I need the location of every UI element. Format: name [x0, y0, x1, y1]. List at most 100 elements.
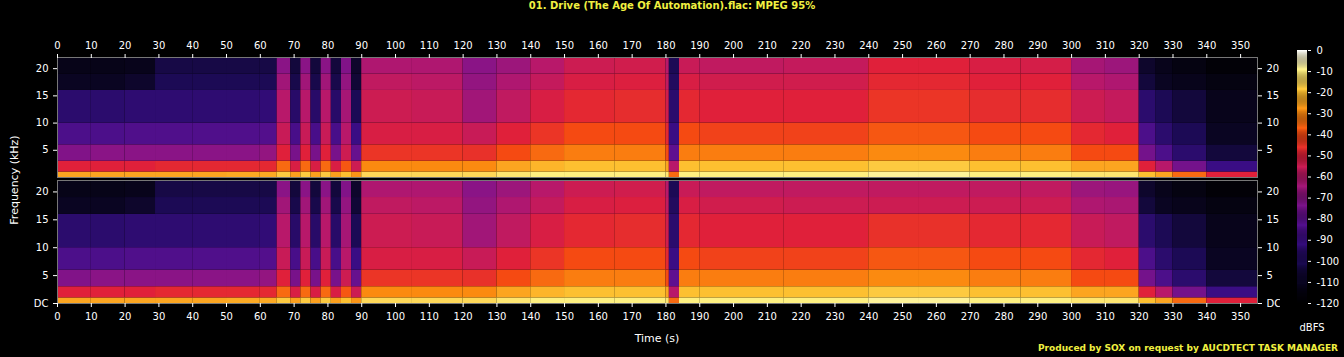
svg-text:200: 200 [724, 40, 743, 51]
svg-text:350: 350 [1231, 40, 1250, 51]
svg-text:160: 160 [589, 311, 608, 322]
svg-text:90: 90 [355, 311, 368, 322]
svg-text:-20: -20 [1317, 87, 1333, 98]
svg-text:340: 340 [1197, 311, 1216, 322]
svg-text:130: 130 [487, 311, 506, 322]
svg-text:270: 270 [961, 40, 980, 51]
svg-text:10: 10 [85, 311, 98, 322]
svg-text:290: 290 [1028, 311, 1047, 322]
svg-text:280: 280 [994, 40, 1013, 51]
svg-text:140: 140 [521, 311, 540, 322]
svg-text:130: 130 [487, 40, 506, 51]
svg-text:60: 60 [254, 311, 267, 322]
svg-text:30: 30 [153, 311, 166, 322]
svg-text:10: 10 [85, 40, 98, 51]
svg-text:20: 20 [119, 311, 132, 322]
svg-text:150: 150 [555, 311, 574, 322]
svg-text:340: 340 [1197, 40, 1216, 51]
svg-text:250: 250 [893, 40, 912, 51]
svg-text:110: 110 [420, 311, 439, 322]
svg-text:DC: DC [34, 298, 49, 309]
svg-text:320: 320 [1130, 40, 1149, 51]
svg-text:210: 210 [758, 311, 777, 322]
svg-text:180: 180 [656, 40, 675, 51]
svg-text:330: 330 [1163, 40, 1182, 51]
svg-text:150: 150 [555, 40, 574, 51]
svg-text:270: 270 [961, 311, 980, 322]
svg-text:260: 260 [927, 40, 946, 51]
svg-text:5: 5 [42, 270, 48, 281]
svg-text:320: 320 [1130, 311, 1149, 322]
svg-text:20: 20 [36, 63, 49, 74]
svg-text:70: 70 [288, 40, 301, 51]
svg-text:15: 15 [36, 214, 49, 225]
svg-text:40: 40 [186, 40, 199, 51]
svg-text:260: 260 [927, 311, 946, 322]
svg-text:170: 170 [623, 40, 642, 51]
svg-text:80: 80 [322, 40, 335, 51]
svg-text:70: 70 [288, 311, 301, 322]
svg-text:40: 40 [186, 311, 199, 322]
svg-text:-50: -50 [1317, 150, 1333, 161]
svg-text:160: 160 [589, 40, 608, 51]
svg-text:330: 330 [1163, 311, 1182, 322]
svg-text:220: 220 [792, 311, 811, 322]
svg-text:5: 5 [1267, 144, 1273, 155]
svg-text:-30: -30 [1317, 108, 1333, 119]
svg-text:300: 300 [1062, 40, 1081, 51]
svg-text:50: 50 [220, 40, 233, 51]
svg-text:-60: -60 [1317, 171, 1333, 182]
svg-text:-80: -80 [1317, 213, 1333, 224]
svg-text:-120: -120 [1317, 298, 1340, 309]
svg-text:310: 310 [1096, 311, 1115, 322]
svg-text:20: 20 [1267, 63, 1280, 74]
svg-text:300: 300 [1062, 311, 1081, 322]
svg-text:180: 180 [656, 311, 675, 322]
svg-text:220: 220 [792, 40, 811, 51]
svg-text:-110: -110 [1317, 277, 1340, 288]
svg-text:190: 190 [690, 40, 709, 51]
svg-text:50: 50 [220, 311, 233, 322]
svg-text:0: 0 [54, 311, 60, 322]
svg-text:10: 10 [1267, 242, 1280, 253]
svg-text:30: 30 [153, 40, 166, 51]
svg-text:-10: -10 [1317, 66, 1333, 77]
svg-text:110: 110 [420, 40, 439, 51]
svg-text:-90: -90 [1317, 234, 1333, 245]
svg-text:210: 210 [758, 40, 777, 51]
svg-text:20: 20 [36, 186, 49, 197]
svg-text:-40: -40 [1317, 129, 1333, 140]
svg-text:0: 0 [1317, 45, 1323, 56]
svg-text:240: 240 [859, 311, 878, 322]
svg-text:190: 190 [690, 311, 709, 322]
svg-text:10: 10 [1267, 117, 1280, 128]
svg-text:15: 15 [1267, 90, 1280, 101]
svg-text:230: 230 [825, 40, 844, 51]
svg-text:120: 120 [454, 311, 473, 322]
svg-text:250: 250 [893, 311, 912, 322]
svg-text:15: 15 [36, 90, 49, 101]
svg-text:DC: DC [1267, 298, 1282, 309]
svg-text:90: 90 [355, 40, 368, 51]
svg-text:15: 15 [1267, 214, 1280, 225]
svg-text:280: 280 [994, 311, 1013, 322]
svg-text:100: 100 [386, 40, 405, 51]
svg-text:-100: -100 [1317, 256, 1340, 267]
svg-text:230: 230 [825, 311, 844, 322]
svg-text:170: 170 [623, 311, 642, 322]
svg-text:350: 350 [1231, 311, 1250, 322]
svg-text:100: 100 [386, 311, 405, 322]
svg-text:20: 20 [119, 40, 132, 51]
svg-text:140: 140 [521, 40, 540, 51]
svg-text:310: 310 [1096, 40, 1115, 51]
svg-text:290: 290 [1028, 40, 1047, 51]
svg-text:0: 0 [54, 40, 60, 51]
svg-text:20: 20 [1267, 186, 1280, 197]
svg-text:5: 5 [1267, 270, 1273, 281]
svg-text:240: 240 [859, 40, 878, 51]
svg-text:10: 10 [36, 242, 49, 253]
svg-text:120: 120 [454, 40, 473, 51]
svg-text:80: 80 [322, 311, 335, 322]
svg-text:60: 60 [254, 40, 267, 51]
svg-text:5: 5 [42, 144, 48, 155]
